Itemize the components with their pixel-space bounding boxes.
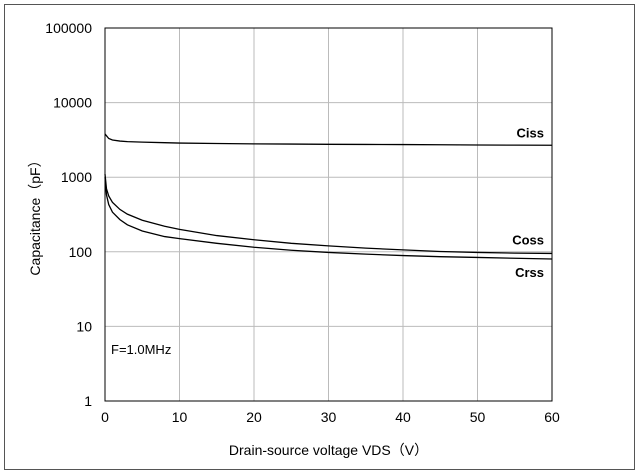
series-line-crss xyxy=(104,177,553,260)
series-group xyxy=(104,133,553,260)
series-labels: Ciss Coss Crss xyxy=(512,125,544,280)
y-tick-label: 1 xyxy=(84,393,92,409)
y-tick-label: 10000 xyxy=(53,95,92,111)
plot-border xyxy=(104,27,553,402)
grid xyxy=(104,27,553,402)
y-axis-label: Capacitance（pF） xyxy=(27,153,43,275)
x-tick-label: 20 xyxy=(246,409,262,425)
x-tick-label: 0 xyxy=(101,409,109,425)
x-tick-label: 60 xyxy=(544,409,560,425)
series-label-ciss: Ciss xyxy=(517,125,544,140)
y-tick-label: 1000 xyxy=(61,169,92,185)
chart-frame xyxy=(4,4,635,470)
y-tick-labels: 1 10 100 1000 10000 100000 xyxy=(45,20,92,409)
frequency-annotation: F=1.0MHz xyxy=(111,342,171,357)
x-tick-labels: 0 10 20 30 40 50 60 xyxy=(101,409,560,425)
series-label-crss: Crss xyxy=(515,265,544,280)
x-axis-label: Drain-source voltage VDS（V） xyxy=(229,442,428,458)
series-line-ciss xyxy=(104,133,553,146)
y-tick-label: 10 xyxy=(76,318,92,334)
x-tick-label: 10 xyxy=(172,409,188,425)
y-tick-label: 100 xyxy=(69,244,93,260)
y-tick-label: 100000 xyxy=(45,20,92,36)
series-label-coss: Coss xyxy=(512,232,544,247)
x-tick-label: 50 xyxy=(470,409,486,425)
series-line-coss xyxy=(104,174,553,255)
x-tick-label: 40 xyxy=(395,409,411,425)
x-tick-label: 30 xyxy=(321,409,337,425)
